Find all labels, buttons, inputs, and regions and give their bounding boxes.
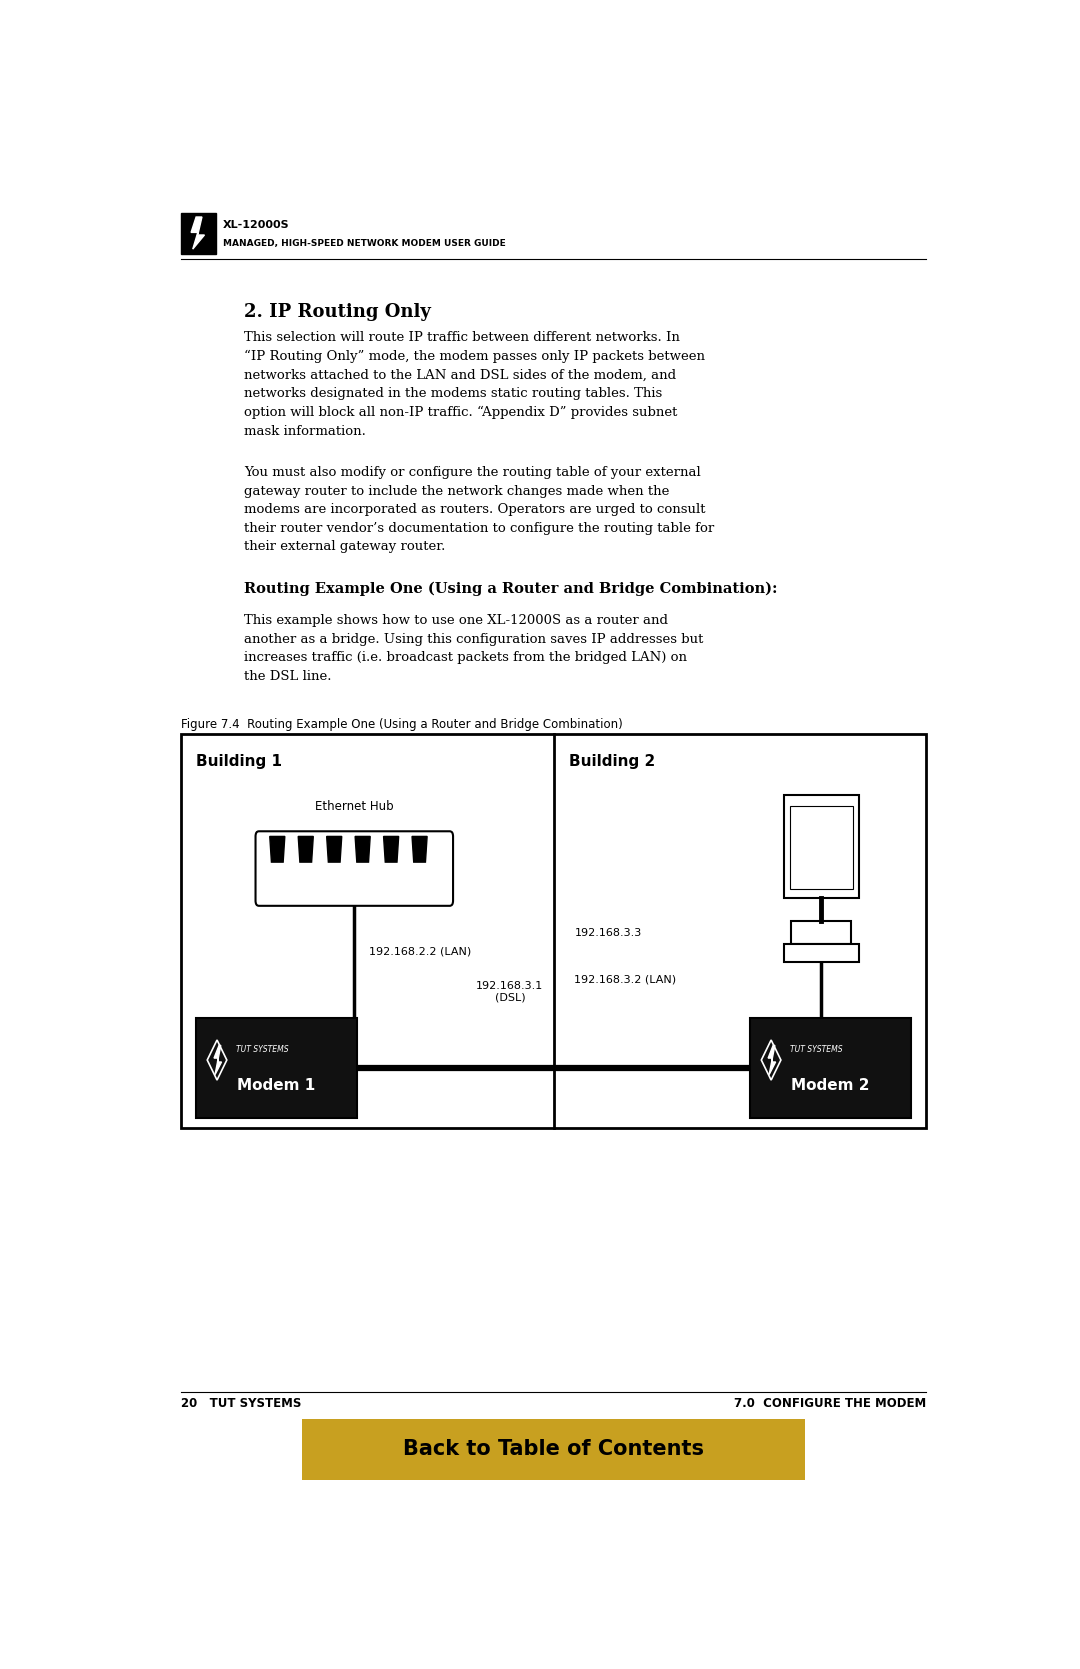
Text: This example shows how to use one XL-12000S as a router and
another as a bridge.: This example shows how to use one XL-120… [244, 614, 703, 683]
Text: TUT SYSTEMS: TUT SYSTEMS [237, 1045, 289, 1055]
Text: Routing Example One (Using a Router and Bridge Combination):: Routing Example One (Using a Router and … [244, 582, 778, 596]
Text: 192.168.2.2 (LAN): 192.168.2.2 (LAN) [369, 946, 472, 956]
Text: Ethernet Hub: Ethernet Hub [315, 801, 393, 813]
Text: Building 2: Building 2 [568, 754, 654, 769]
Bar [792, 921, 851, 945]
Polygon shape [768, 1045, 775, 1075]
Polygon shape [326, 836, 341, 863]
Text: 7.0  CONFIGURE THE MODEM: 7.0 CONFIGURE THE MODEM [733, 1397, 926, 1410]
Polygon shape [214, 1045, 221, 1075]
Polygon shape [355, 836, 370, 863]
Text: You must also modify or configure the routing table of your external
gateway rou: You must also modify or configure the ro… [244, 466, 714, 554]
Bar [197, 1018, 356, 1118]
FancyBboxPatch shape [256, 831, 454, 906]
Bar [751, 1018, 910, 1118]
Bar [302, 1419, 805, 1480]
Text: Back to Table of Contents: Back to Table of Contents [403, 1439, 704, 1459]
Polygon shape [270, 836, 285, 863]
Text: XL-12000S: XL-12000S [222, 220, 289, 230]
Bar [181, 214, 216, 254]
Text: 192.168.3.3: 192.168.3.3 [575, 928, 642, 938]
Text: MANAGED, HIGH-SPEED NETWORK MODEM USER GUIDE: MANAGED, HIGH-SPEED NETWORK MODEM USER G… [222, 239, 505, 249]
Bar [789, 806, 853, 890]
Text: 2. IP Routing Only: 2. IP Routing Only [244, 304, 431, 320]
Polygon shape [298, 836, 313, 863]
Text: 20   TUT SYSTEMS: 20 TUT SYSTEMS [181, 1397, 301, 1410]
Polygon shape [191, 217, 204, 249]
Bar [784, 945, 859, 963]
Text: TUT SYSTEMS: TUT SYSTEMS [791, 1045, 843, 1055]
Polygon shape [413, 836, 427, 863]
Text: This selection will route IP traffic between different networks. In
“IP Routing : This selection will route IP traffic bet… [244, 332, 705, 437]
Text: Building 1: Building 1 [197, 754, 282, 769]
Text: Modem 1: Modem 1 [238, 1078, 315, 1093]
Text: Figure 7.4  Routing Example One (Using a Router and Bridge Combination): Figure 7.4 Routing Example One (Using a … [181, 718, 623, 731]
Text: 192.168.3.1
(DSL): 192.168.3.1 (DSL) [476, 981, 543, 1001]
Bar [784, 796, 859, 898]
Polygon shape [383, 836, 399, 863]
Text: 192.168.3.2 (LAN): 192.168.3.2 (LAN) [575, 975, 676, 985]
Text: Modem 2: Modem 2 [792, 1078, 869, 1093]
Bar [181, 734, 926, 1128]
